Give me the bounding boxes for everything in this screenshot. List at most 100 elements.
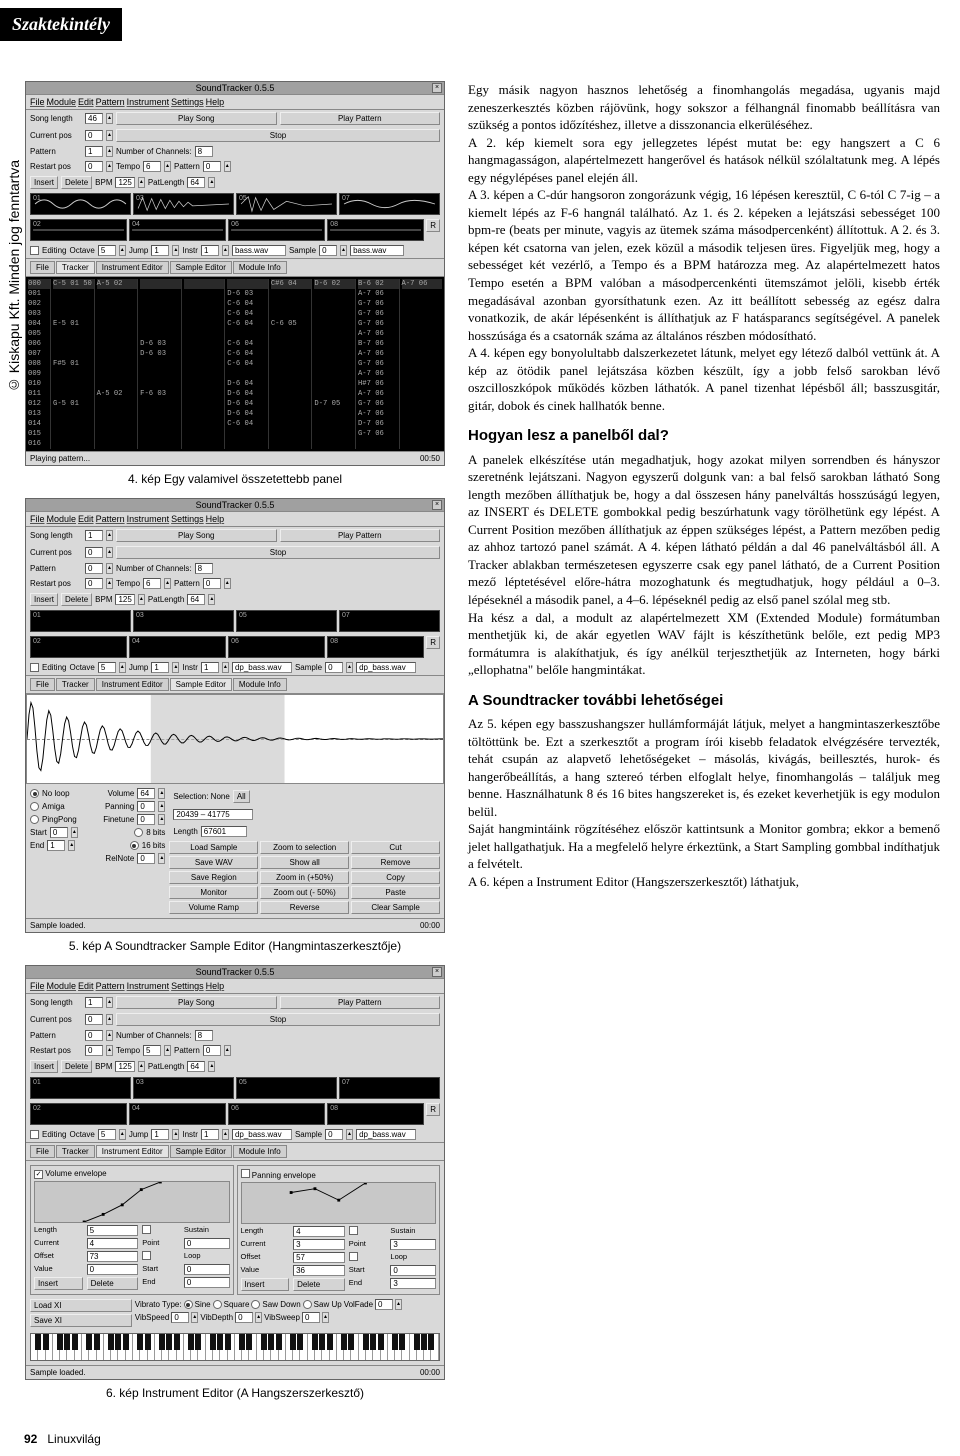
offset-input[interactable]: 73 bbox=[87, 1251, 139, 1262]
tab-sample-editor[interactable]: Sample Editor bbox=[170, 678, 232, 691]
spin-icon[interactable]: ▴ bbox=[172, 245, 179, 256]
se-zoom-in-50--button[interactable]: Zoom in (+50%) bbox=[260, 871, 349, 884]
menu-settings[interactable]: Settings bbox=[171, 514, 204, 524]
menu-settings[interactable]: Settings bbox=[171, 981, 204, 991]
piano-white-key[interactable] bbox=[402, 1334, 409, 1360]
menu-pattern[interactable]: Pattern bbox=[96, 97, 125, 107]
spin-icon[interactable]: ▴ bbox=[158, 801, 165, 812]
save-xi-button[interactable]: Save XI bbox=[30, 1314, 132, 1327]
se-copy-button[interactable]: Copy bbox=[351, 871, 440, 884]
menu-settings[interactable]: Settings bbox=[171, 97, 204, 107]
start-input[interactable]: 0 bbox=[50, 827, 68, 838]
nchannels-input[interactable]: 8 bbox=[195, 563, 213, 574]
spin-icon[interactable]: ▴ bbox=[138, 177, 145, 188]
piano-white-key[interactable] bbox=[279, 1334, 286, 1360]
menu-edit[interactable]: Edit bbox=[78, 97, 94, 107]
piano-white-key[interactable] bbox=[104, 1334, 111, 1360]
spin-icon[interactable]: ▴ bbox=[71, 827, 78, 838]
song-length-input[interactable]: 1 bbox=[85, 997, 103, 1008]
piano-white-key[interactable] bbox=[97, 1334, 104, 1360]
spin-icon[interactable]: ▴ bbox=[172, 662, 179, 673]
tab-instr-editor[interactable]: Instrument Editor bbox=[96, 678, 169, 691]
tab-instr-editor[interactable]: Instrument Editor bbox=[96, 261, 169, 274]
insert-button[interactable]: Insert bbox=[30, 176, 58, 189]
jump-input[interactable]: 1 bbox=[151, 662, 169, 673]
sustain-checkbox[interactable] bbox=[142, 1225, 151, 1234]
editing-checkbox[interactable] bbox=[30, 1130, 39, 1139]
se-zoom-out-50--button[interactable]: Zoom out (- 50%) bbox=[260, 886, 349, 899]
bpm-input[interactable]: 125 bbox=[115, 177, 134, 188]
piano-white-key[interactable] bbox=[31, 1334, 38, 1360]
sample-input[interactable]: 0 bbox=[325, 662, 343, 673]
r-button[interactable]: R bbox=[426, 219, 440, 232]
spin-icon[interactable]: ▴ bbox=[158, 814, 165, 825]
se-zoom-to-selection-button[interactable]: Zoom to selection bbox=[260, 841, 349, 854]
tab-tracker[interactable]: Tracker bbox=[56, 1145, 95, 1158]
instr-input[interactable]: 1 bbox=[201, 1129, 219, 1140]
piano-white-key[interactable] bbox=[381, 1334, 388, 1360]
spin-icon[interactable]: ▴ bbox=[208, 594, 215, 605]
spin-icon[interactable]: ▴ bbox=[322, 1312, 329, 1323]
spin-icon[interactable]: ▴ bbox=[106, 530, 113, 541]
spin-icon[interactable]: ▴ bbox=[172, 1129, 179, 1140]
menu-edit[interactable]: Edit bbox=[78, 514, 94, 524]
menu-pattern[interactable]: Pattern bbox=[96, 981, 125, 991]
instr-name[interactable]: bass.wav bbox=[232, 245, 286, 256]
instr-input[interactable]: 1 bbox=[201, 245, 219, 256]
length-value[interactable]: 67601 bbox=[201, 826, 247, 837]
current-input[interactable]: 4 bbox=[87, 1238, 139, 1249]
menubar[interactable]: File Module Edit Pattern Instrument Sett… bbox=[26, 95, 444, 110]
se-save-wav-button[interactable]: Save WAV bbox=[169, 856, 258, 869]
spin-icon[interactable]: ▴ bbox=[164, 161, 171, 172]
piano-white-key[interactable] bbox=[242, 1334, 249, 1360]
selection-range[interactable]: 20439 – 41775 bbox=[173, 809, 253, 820]
spin-icon[interactable]: ▴ bbox=[106, 146, 113, 157]
tempo-input[interactable]: 6 bbox=[143, 161, 161, 172]
spin-icon[interactable]: ▴ bbox=[138, 1061, 145, 1072]
env-insert-button[interactable]: Insert bbox=[34, 1277, 83, 1290]
start-input[interactable]: 0 bbox=[184, 1264, 230, 1275]
instr-name[interactable]: dp_bass.wav bbox=[232, 1129, 292, 1140]
vibsweep-input[interactable]: 0 bbox=[302, 1312, 320, 1323]
piano-white-key[interactable] bbox=[111, 1334, 118, 1360]
stop-button[interactable]: Stop bbox=[116, 1013, 440, 1026]
pattern2-input[interactable]: 0 bbox=[203, 161, 221, 172]
piano-white-key[interactable] bbox=[140, 1334, 147, 1360]
se-volume-ramp-button[interactable]: Volume Ramp bbox=[169, 901, 258, 914]
spin-icon[interactable]: ▴ bbox=[68, 840, 75, 851]
tab-instr-editor[interactable]: Instrument Editor bbox=[96, 1145, 169, 1158]
piano-white-key[interactable] bbox=[228, 1334, 235, 1360]
pattern-input[interactable]: 0 bbox=[85, 1030, 103, 1041]
se-clear-sample-button[interactable]: Clear Sample bbox=[351, 901, 440, 914]
piano-white-key[interactable] bbox=[373, 1334, 380, 1360]
r-button[interactable]: R bbox=[426, 636, 440, 649]
pan-env-graph[interactable] bbox=[241, 1182, 437, 1224]
spin-icon[interactable]: ▴ bbox=[224, 578, 231, 589]
tab-tracker[interactable]: Tracker bbox=[56, 678, 95, 691]
delete-button[interactable]: Delete bbox=[61, 593, 92, 606]
spin-icon[interactable]: ▴ bbox=[106, 113, 113, 124]
piano-white-key[interactable] bbox=[249, 1334, 256, 1360]
point-input[interactable]: 3 bbox=[390, 1239, 436, 1250]
play-song-button[interactable]: Play Song bbox=[116, 996, 277, 1009]
menu-help[interactable]: Help bbox=[206, 981, 225, 991]
tempo-input[interactable]: 6 bbox=[143, 578, 161, 589]
piano-white-key[interactable] bbox=[46, 1334, 53, 1360]
octave-input[interactable]: 5 bbox=[98, 245, 116, 256]
vibdepth-input[interactable]: 0 bbox=[235, 1312, 253, 1323]
vib-sine-radio[interactable] bbox=[184, 1300, 193, 1309]
spin-icon[interactable]: ▴ bbox=[138, 594, 145, 605]
play-song-button[interactable]: Play Song bbox=[116, 529, 277, 542]
insert-button[interactable]: Insert bbox=[30, 1060, 58, 1073]
tab-module-info[interactable]: Module Info bbox=[233, 678, 287, 691]
16bits-radio[interactable] bbox=[130, 841, 139, 850]
piano-white-key[interactable] bbox=[337, 1334, 344, 1360]
patlen-input[interactable]: 64 bbox=[187, 177, 205, 188]
pattern2-input[interactable]: 0 bbox=[203, 1045, 221, 1056]
spin-icon[interactable]: ▴ bbox=[119, 662, 126, 673]
menu-module[interactable]: Module bbox=[47, 97, 77, 107]
tab-module-info[interactable]: Module Info bbox=[233, 1145, 287, 1158]
piano-white-key[interactable] bbox=[169, 1334, 176, 1360]
instr-input[interactable]: 1 bbox=[201, 662, 219, 673]
vol-env-graph[interactable] bbox=[34, 1181, 230, 1223]
